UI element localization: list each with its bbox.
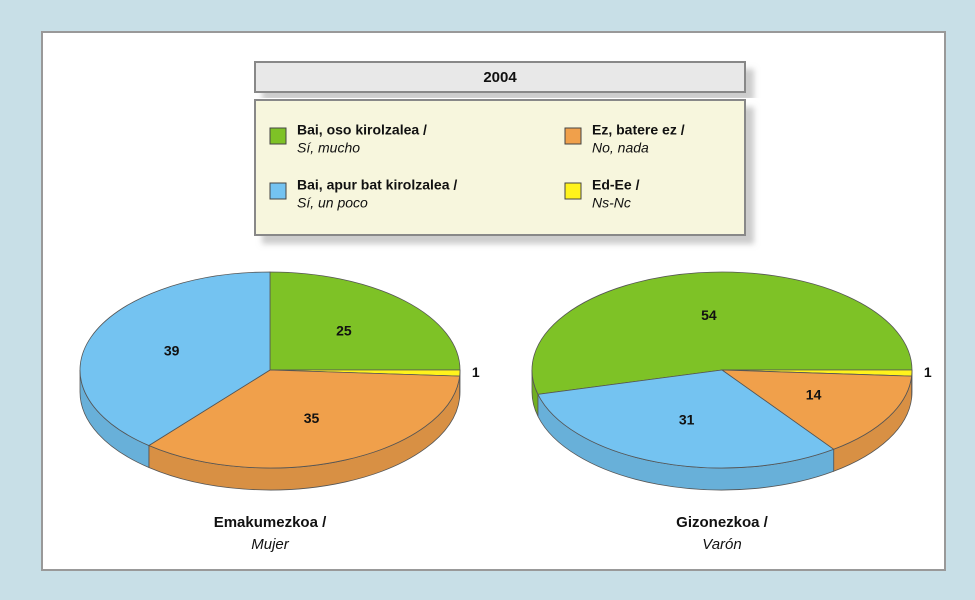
legend-swatch	[564, 182, 582, 200]
pie-name: Emakumezkoa /	[214, 514, 327, 531]
value-label: 1	[472, 364, 480, 380]
title: 2004	[483, 69, 517, 86]
legend-box	[254, 99, 746, 236]
pie-slice	[537, 369, 835, 469]
pie-name-es: Varón	[702, 536, 741, 553]
legend-label-es: Sí, un poco	[297, 195, 368, 211]
legend: Bai, oso kirolzalea / Sí, mucho Bai, apur …	[269, 122, 685, 211]
legend-swatch	[564, 127, 582, 145]
value-label: 1	[924, 364, 932, 380]
pie-slice	[531, 271, 913, 395]
value-label: 39	[164, 342, 180, 358]
value-label: 35	[304, 410, 320, 426]
legend-label-es: No, nada	[592, 140, 649, 156]
value-label: 25	[336, 323, 352, 339]
legend-label-es: Sí, mucho	[297, 140, 360, 156]
pies: 25 1 35 39 Emakumezkoa / Mujer 54 1 14 31 Gizonezk…	[79, 271, 932, 553]
value-label: 31	[679, 411, 695, 427]
pie-tops	[531, 271, 913, 469]
pie-slice	[79, 271, 271, 446]
legend-label: Bai, apur bat kirolzalea /	[297, 177, 457, 193]
pie-slice	[269, 271, 461, 371]
value-label: 14	[806, 387, 822, 403]
legend-swatch	[269, 127, 287, 145]
legend-label-es: Ns-Nc	[592, 195, 631, 211]
legend-label: Ed-Ee /	[592, 177, 640, 193]
value-label: 54	[701, 307, 717, 323]
pie-slice	[148, 369, 461, 469]
legend-label: Ez, batere ez /	[592, 122, 685, 138]
legend-label: Bai, oso kirolzalea /	[297, 122, 427, 138]
pie-tops	[79, 271, 461, 469]
pie-name-es: Mujer	[251, 536, 290, 553]
pie-slice	[720, 369, 913, 450]
pie-name: Gizonezkoa /	[676, 514, 769, 531]
legend-swatch	[269, 182, 287, 200]
title-box	[254, 61, 746, 93]
